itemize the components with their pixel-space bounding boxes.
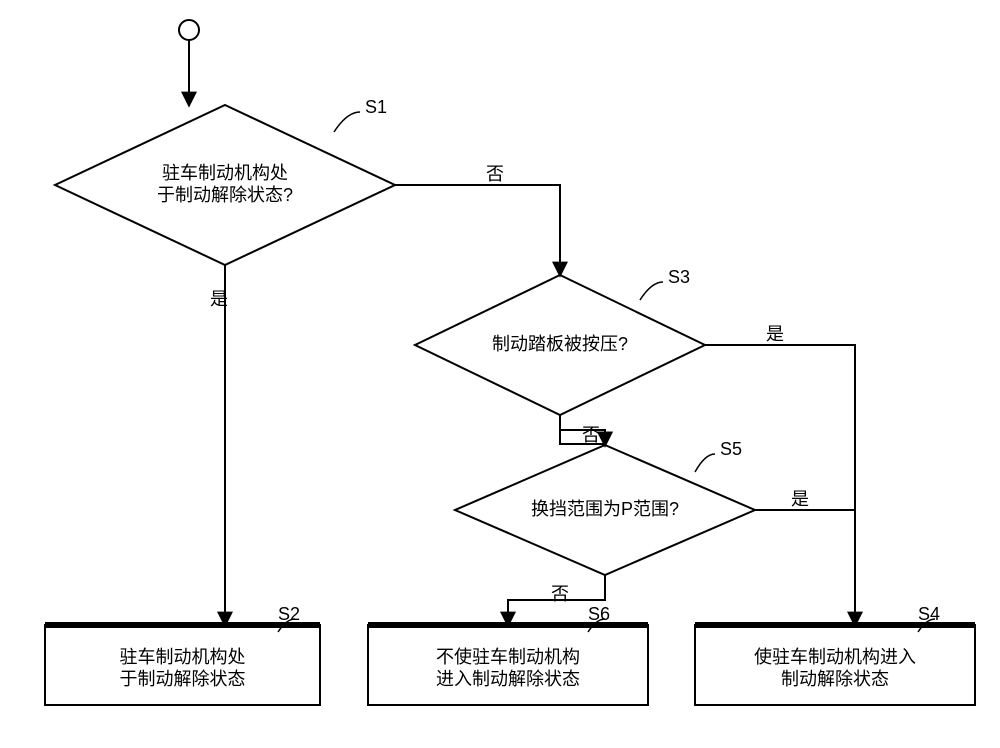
process-s6-text: 不使驻车制动机构 [436,647,580,667]
edge-s5-yes-label: 是 [791,489,809,509]
process-s6-text: 进入制动解除状态 [436,669,580,689]
process-s4-text: 使驻车制动机构进入 [754,647,916,667]
process-s4-text: 制动解除状态 [781,669,889,689]
edge-s3-yes-label: 是 [766,324,784,344]
leader-s3 [640,282,663,300]
edge-s1-yes-label: 是 [210,289,228,309]
start-node [179,20,199,40]
edge-s1-no-label: 否 [486,164,504,184]
edge-s3-yes [705,345,855,625]
process-s2-text: 于制动解除状态 [120,669,246,689]
decision-s1-text: 于制动解除状态? [157,185,293,205]
edge-s3-no-label: 否 [582,425,600,445]
edge-s1-no [395,185,560,275]
edge-s5-no-label: 否 [551,584,569,604]
leader-s5 [695,454,715,472]
leader-s1 [334,112,360,132]
step-label-s3: S3 [668,267,690,287]
process-s2-text: 驻车制动机构处 [120,647,246,667]
decision-s1-text: 驻车制动机构处 [162,163,288,183]
decision-s3-text: 制动踏板被按压? [492,334,628,354]
decision-s5-text: 换挡范围为P范围? [531,499,679,519]
step-label-s5: S5 [720,439,742,459]
step-label-s1: S1 [365,97,387,117]
